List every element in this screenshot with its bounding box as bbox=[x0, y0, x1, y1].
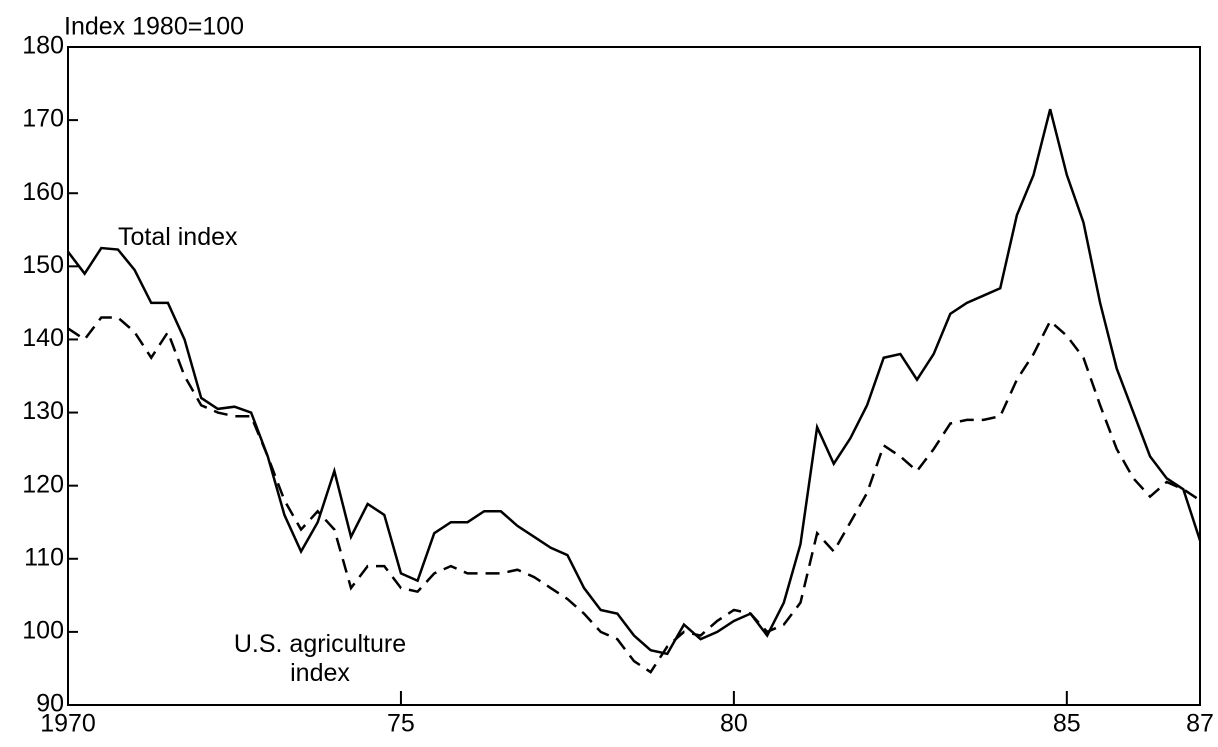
y-tick-label: 150 bbox=[22, 251, 64, 279]
line-series bbox=[67, 108, 1202, 656]
y-tick-label: 160 bbox=[22, 178, 64, 206]
x-tick-label: 80 bbox=[720, 710, 748, 738]
y-tick-label: 130 bbox=[22, 397, 64, 425]
y-tick-label: 90 bbox=[36, 690, 64, 718]
y-tick-label: 100 bbox=[22, 616, 64, 644]
y-axis-title: Index 1980=100 bbox=[64, 13, 244, 41]
y-tick-label: 180 bbox=[22, 32, 64, 60]
x-tick-label: 1970 bbox=[40, 710, 96, 738]
x-tick-label: 75 bbox=[387, 710, 415, 738]
y-tick-label: 110 bbox=[24, 543, 64, 571]
plot-frame bbox=[67, 46, 1201, 706]
series-label: U.S. agriculture index bbox=[233, 630, 407, 687]
line-series bbox=[67, 316, 1201, 674]
y-tick-label: 140 bbox=[22, 324, 64, 352]
series-label: Total index bbox=[118, 223, 238, 251]
x-tick-label: 87 bbox=[1186, 710, 1214, 738]
y-tick-label: 120 bbox=[22, 470, 64, 498]
y-tick-label: 170 bbox=[22, 105, 64, 133]
x-tick-label: 85 bbox=[1053, 710, 1081, 738]
